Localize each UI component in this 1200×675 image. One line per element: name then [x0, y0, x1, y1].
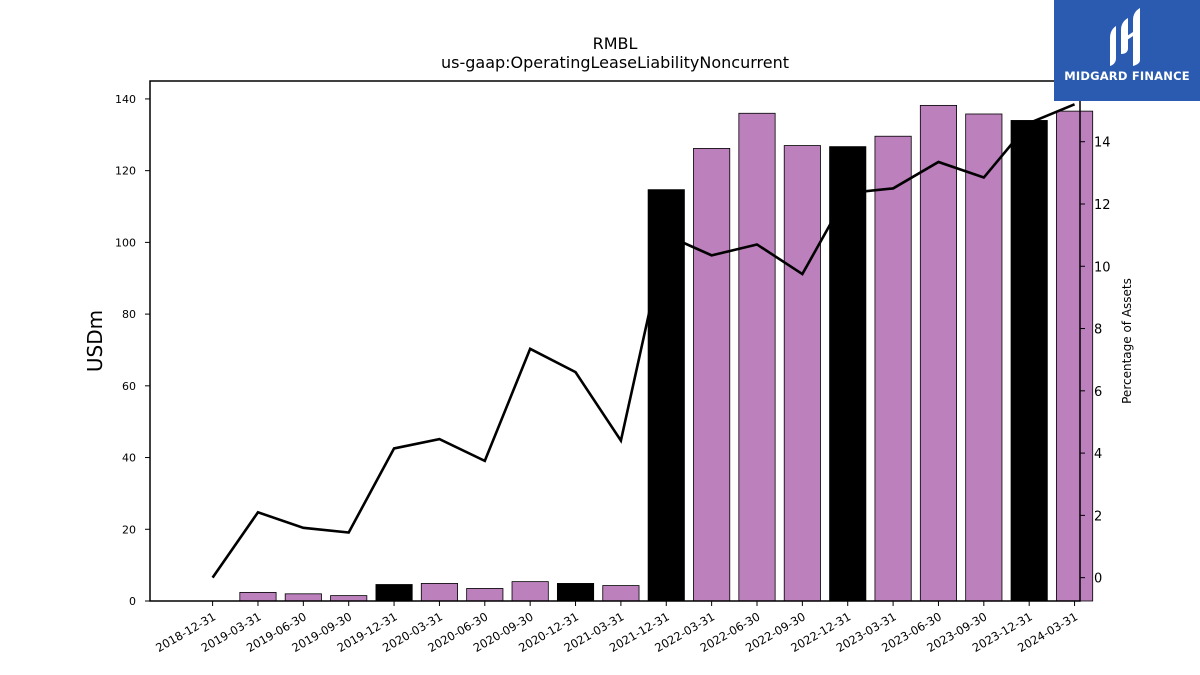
y-axis-label: USDm: [83, 310, 107, 372]
y2-tick-label: 12: [1094, 198, 1111, 213]
bar-2023-09-30: [965, 113, 1003, 602]
y2-tick-label: 8: [1094, 323, 1102, 338]
bar-2023-12-31: [1010, 120, 1048, 602]
axes-group: 020406080100120140024681012142018-12-312…: [115, 80, 1111, 655]
bar-2019-09-30: [330, 595, 368, 602]
y-tick-label: 100: [115, 236, 136, 249]
y2-tick-label: 4: [1094, 447, 1102, 462]
logo-mark-icon: [1110, 8, 1140, 66]
y-tick-label: 20: [122, 523, 136, 536]
y-tick-label: 80: [122, 308, 136, 321]
y2-tick-label: 6: [1094, 385, 1102, 400]
bar-2022-06-30: [738, 112, 776, 602]
chart-subtitle: us-gaap:OperatingLeaseLiabilityNoncurren…: [441, 53, 789, 72]
line-group: [211, 103, 1076, 579]
plot-frame: [149, 80, 1081, 602]
y-tick-label: 60: [122, 380, 136, 393]
y2-tick-label: 10: [1094, 260, 1111, 275]
chart-title: RMBL: [593, 34, 638, 53]
bar-2021-12-31: [647, 189, 685, 602]
midgard-finance-logo: MIDGARD FINANCE: [1054, 0, 1200, 101]
bar-2022-09-30: [783, 145, 821, 602]
bar-2022-12-31: [829, 146, 867, 602]
y-tick-label: 40: [122, 452, 136, 465]
percentage-line: [211, 103, 1076, 579]
bar-2020-06-30: [466, 588, 504, 602]
y2-tick-label: 2: [1094, 509, 1102, 524]
y-tick-label: 140: [115, 93, 136, 106]
y2-tick-label: 0: [1094, 572, 1102, 587]
y-tick-label: 0: [129, 595, 136, 608]
bar-2019-06-30: [284, 593, 322, 602]
bar-2024-03-31: [1056, 110, 1094, 602]
y2-tick-label: 14: [1094, 136, 1111, 151]
logo-text: MIDGARD FINANCE: [1064, 69, 1190, 83]
bar-2020-03-31: [420, 583, 458, 602]
y2-axis-label: Percentage of Assets: [1120, 278, 1134, 404]
bar-2022-03-31: [693, 148, 731, 602]
bar-2020-12-31: [556, 583, 595, 602]
bar-group: [239, 104, 1094, 602]
bar-2023-06-30: [919, 104, 958, 602]
bar-2021-03-31: [602, 585, 640, 602]
bar-2019-03-31: [239, 591, 277, 602]
bar-2019-12-31: [375, 584, 413, 602]
bar-2020-09-30: [511, 581, 549, 602]
y-tick-label: 120: [115, 165, 136, 178]
bar-2023-03-31: [874, 135, 912, 602]
